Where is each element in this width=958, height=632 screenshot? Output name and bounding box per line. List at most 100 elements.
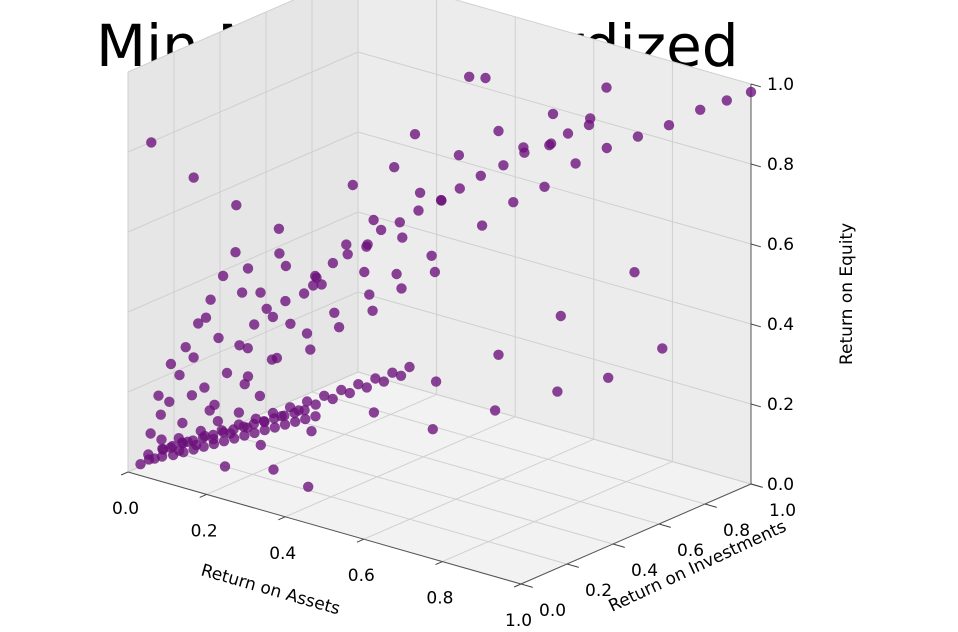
y-tick-label: 0.2: [585, 581, 612, 601]
data-point: [269, 422, 280, 433]
data-point: [378, 376, 390, 387]
data-point: [310, 399, 321, 410]
data-point: [394, 217, 405, 228]
data-point: [273, 223, 285, 234]
data-point: [218, 436, 230, 447]
data-point: [519, 147, 530, 158]
data-point: [303, 481, 314, 492]
z-tick-label: 0.8: [767, 155, 794, 175]
data-point: [229, 433, 240, 444]
data-point: [218, 427, 229, 438]
data-point: [333, 322, 345, 333]
axis-lines: [120, 83, 763, 588]
data-point: [234, 340, 245, 351]
data-point: [601, 82, 612, 93]
data-point: [146, 137, 157, 148]
grid-left-z-4: [127, 51, 359, 153]
data-point: [261, 303, 272, 314]
data-point: [242, 343, 253, 354]
grid-floor-x-4: [442, 461, 673, 563]
data-point: [570, 158, 581, 169]
grid-back-z-5: [454, 0, 752, 85]
data-point: [145, 428, 156, 439]
data-point: [695, 104, 706, 116]
data-point: [248, 418, 259, 430]
y-tick-label: 0.0: [539, 601, 566, 621]
data-point: [290, 416, 301, 427]
data-points: [135, 71, 757, 492]
data-point: [239, 379, 250, 390]
data-point: [397, 232, 408, 243]
data-point: [555, 310, 566, 322]
data-point: [279, 419, 291, 430]
grid-floor-y-3: [265, 411, 660, 525]
data-point: [435, 194, 447, 206]
data-point: [233, 407, 245, 418]
data-point: [370, 373, 381, 384]
data-point: [367, 305, 378, 316]
grid-floor-x-1: [206, 393, 437, 495]
data-point: [336, 384, 347, 396]
data-point: [178, 447, 189, 458]
data-point: [327, 257, 339, 269]
data-point: [271, 352, 283, 364]
y-tick-mark-1: [566, 563, 579, 568]
data-point: [368, 214, 379, 226]
grid-floor-y-2: [219, 431, 614, 545]
data-point: [413, 205, 424, 216]
data-point: [562, 128, 574, 139]
data-point: [186, 390, 198, 401]
x-tick-label: 0.8: [426, 589, 453, 609]
data-point: [464, 71, 475, 83]
data-point: [342, 249, 353, 260]
data-point: [269, 413, 280, 424]
data-point: [228, 424, 239, 435]
data-point: [480, 72, 491, 84]
x-tick-mark-4: [435, 561, 443, 566]
data-point: [219, 461, 231, 472]
x-tick-label: 1.0: [505, 611, 532, 631]
data-point: [300, 413, 311, 425]
data-point: [135, 459, 146, 470]
data-point: [198, 441, 209, 452]
data-point: [508, 197, 519, 208]
grid-floor-y-5: [357, 371, 752, 485]
data-point: [197, 432, 209, 443]
data-point: [414, 187, 426, 198]
data-point: [274, 248, 285, 259]
grid-back-z-3: [357, 131, 752, 245]
data-point: [327, 393, 338, 405]
data-point: [155, 409, 166, 420]
left-pane: [128, 0, 358, 472]
data-point: [347, 179, 358, 191]
data-point: [167, 440, 178, 452]
data-point: [426, 250, 437, 261]
data-point: [289, 407, 300, 419]
data-point: [404, 361, 415, 373]
y-tick-label: 0.4: [631, 561, 658, 581]
data-point: [258, 416, 270, 427]
data-point: [544, 140, 555, 151]
grid-back-z-2: [357, 211, 752, 325]
data-point: [193, 318, 204, 329]
y-tick-label: 0.6: [677, 541, 704, 561]
data-point: [306, 426, 317, 437]
grid-back-z-1: [357, 291, 752, 405]
grid-left-z-5: [127, 0, 295, 73]
z-tick-mark-5: [750, 83, 761, 88]
y-tick-label: 1.0: [769, 501, 796, 521]
data-point: [395, 370, 407, 381]
data-point: [603, 372, 614, 383]
data-point: [305, 344, 316, 355]
data-point: [453, 150, 465, 161]
data-point: [180, 342, 191, 353]
data-point: [174, 369, 185, 381]
data-point: [359, 266, 370, 278]
data-point: [476, 220, 488, 231]
data-point: [601, 142, 612, 154]
x-axis-line: [127, 471, 522, 585]
y-tick-mark-3: [658, 523, 671, 528]
data-point: [475, 170, 486, 181]
grid-left-z-2: [127, 211, 359, 313]
data-point: [242, 371, 254, 382]
